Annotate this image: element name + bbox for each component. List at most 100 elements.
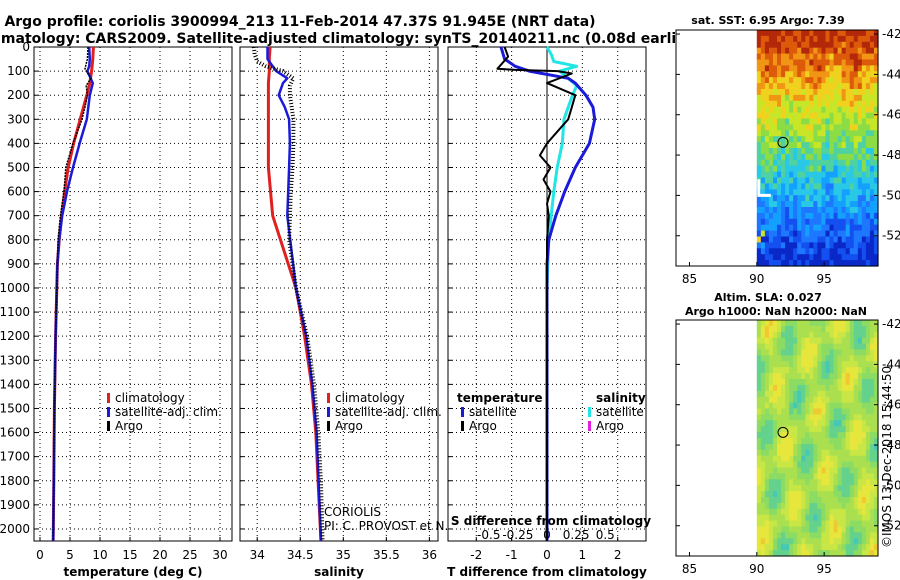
heatmap-cell [801,94,806,102]
x-tick-label: 20 [152,548,167,562]
x-tick-label: -1 [506,548,518,562]
heatmap-cell [861,514,867,522]
heatmap-cell [853,242,859,249]
heatmap-cell [817,502,823,510]
heatmap-cell [781,426,786,433]
heatmap-cell [853,514,859,522]
heatmap-cell [809,242,814,249]
heatmap-cell [760,65,766,72]
heatmap-cell [817,41,823,49]
heatmap-cell [760,473,766,480]
heatmap-cell [797,408,802,415]
heatmap-cell [760,491,766,498]
heatmap-cell [817,544,823,551]
heatmap-cell [793,35,798,43]
heatmap-cell [764,106,770,114]
heatmap-cell [873,218,879,226]
heatmap-cell [845,165,851,173]
heatmap-cell [841,218,847,226]
heatmap-cell [825,224,831,232]
heatmap-cell [821,89,827,96]
heatmap-cell [841,367,847,374]
heatmap-cell [768,461,774,469]
heatmap-cell [760,550,766,557]
heatmap-cell [789,260,794,267]
heatmap-cell [789,171,794,179]
heatmap-cell [801,142,806,149]
heatmap-cell [817,118,823,125]
heatmap-cell [849,59,855,66]
heatmap-cell [764,224,770,232]
heatmap-cell [853,337,859,345]
heatmap-cell [833,502,839,510]
heatmap-cell [829,432,835,439]
heatmap-cell [829,426,835,433]
heatmap-cell [817,254,823,261]
heatmap-cell [760,337,766,345]
heatmap-cell [805,485,810,492]
heatmap-cell [849,473,855,480]
heatmap-cell [837,331,843,339]
heatmap-cell [781,544,786,551]
heatmap-cell [861,373,867,380]
heatmap-cell [825,426,831,433]
heatmap-cell [760,183,766,190]
heatmap-cell [777,390,782,398]
heatmap-cell [817,53,823,61]
heatmap-cell [781,485,786,492]
heatmap-cell [793,53,798,61]
heatmap-cell [861,136,867,143]
heatmap-cell [772,165,778,173]
heatmap-cell [777,367,782,374]
heatmap-cell [853,207,859,214]
heatmap-cell [837,94,843,102]
heatmap-cell [813,71,818,78]
heatmap-cell [805,373,810,380]
heatmap-cell [857,455,863,463]
heatmap-cell [805,473,810,480]
heatmap-cell [833,71,839,78]
depth-tick-label: 1900 [0,498,30,512]
heatmap-cell [845,153,851,161]
heatmap-cell [772,497,778,504]
heatmap-cell [809,396,814,404]
heatmap-cell [825,502,831,510]
heatmap-cell [821,461,827,469]
heatmap-cell [861,171,867,179]
heatmap-cell [768,473,774,480]
heatmap-cell [785,159,790,167]
heatmap-cell [829,248,835,255]
heatmap-cell [857,242,863,249]
heatmap-cell [797,41,802,49]
heatmap-cell [873,373,879,380]
legend-swatch [327,421,330,431]
heatmap-cell [849,497,855,504]
heatmap-cell [797,171,802,179]
heatmap-cell [813,30,818,37]
heatmap-cell [841,402,847,410]
heatmap-cell [861,402,867,410]
heatmap-cell [841,260,847,267]
heatmap-cell [849,426,855,433]
heatmap-cell [853,485,859,492]
heatmap-cell [789,153,794,161]
heatmap-cell [845,177,851,184]
heatmap-cell [825,544,831,551]
heatmap-cell [797,224,802,232]
heatmap-cell [813,118,818,125]
heatmap-cell [764,94,770,102]
heatmap-cell [829,260,835,267]
heatmap-cell [825,41,831,49]
heatmap-cell [801,212,806,220]
heatmap-cell [813,153,818,161]
heatmap-cell [861,355,867,362]
legend-entry: Argo [596,419,624,433]
heatmap-cell [853,461,859,469]
heatmap-cell [837,130,843,137]
heatmap-cell [837,426,843,433]
heatmap-cell [781,94,786,102]
heatmap-cell [768,112,774,120]
heatmap-cell [768,491,774,498]
heatmap-cell [809,390,814,398]
x-tick-label: 0 [36,548,44,562]
